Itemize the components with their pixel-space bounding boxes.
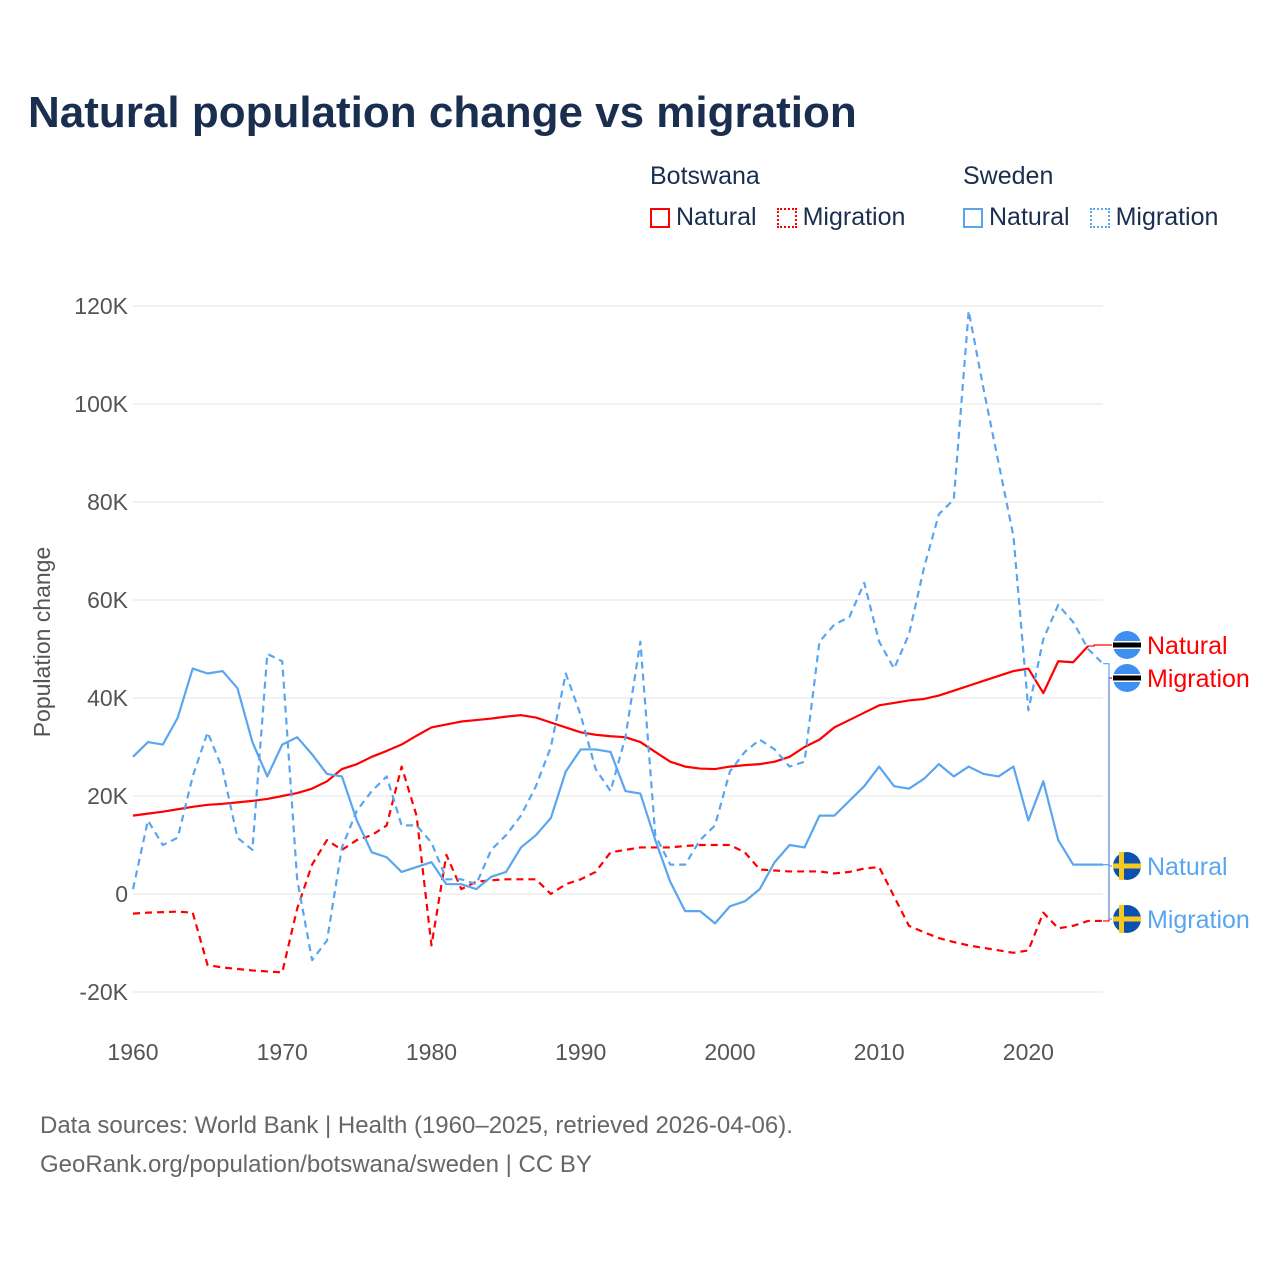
- label-connector: [1088, 644, 1112, 647]
- x-tick-label: 1970: [257, 1039, 308, 1065]
- y-tick-label: 20K: [87, 783, 129, 809]
- x-tick-label: 1980: [406, 1039, 457, 1065]
- x-tick-label: 2000: [704, 1039, 755, 1065]
- series-line-sweden-migration: [131, 309, 1104, 962]
- end-label: Natural: [1147, 632, 1228, 660]
- series-line-botswana-migration: [132, 765, 1103, 974]
- legend-group-sweden: Sweden Natural Migration: [963, 162, 1218, 232]
- y-axis-label: Population change: [29, 547, 55, 738]
- x-tick-label: 1990: [555, 1039, 606, 1065]
- x-tick-label: 2010: [854, 1039, 905, 1065]
- legend-item-sweden-migration[interactable]: Migration: [1089, 203, 1219, 232]
- legend-swatch: [776, 207, 797, 228]
- label-connector: [1103, 863, 1112, 867]
- legend-label: Natural: [989, 203, 1070, 231]
- legend-label: Migration: [802, 203, 906, 231]
- series-line-sweden-natural: [132, 667, 1103, 925]
- legend-item-botswana-migration[interactable]: Migration: [776, 203, 906, 232]
- legend-swatch: [1089, 207, 1110, 228]
- chart-title: Natural population change vs migration: [28, 88, 857, 137]
- footer: Data sources: World Bank | Health (1960–…: [40, 1106, 793, 1184]
- legend-group-title: Sweden: [963, 162, 1054, 190]
- label-connector: [1103, 663, 1112, 920]
- legend-swatch: [963, 207, 983, 228]
- legend-group-botswana: Botswana Natural Migration: [650, 162, 905, 232]
- y-tick-label: 100K: [74, 391, 128, 417]
- legend-item-sweden-natural[interactable]: Natural: [963, 203, 1070, 232]
- end-label: Migration: [1147, 906, 1250, 934]
- x-tick-label: 2020: [1003, 1039, 1054, 1065]
- y-tick-label: 120K: [74, 293, 128, 319]
- legend-item-botswana-natural[interactable]: Natural: [650, 203, 757, 232]
- end-label: Migration: [1147, 665, 1250, 693]
- x-tick-label: 1960: [107, 1039, 158, 1065]
- y-tick-label: 60K: [87, 587, 129, 613]
- flag-stripe: [1113, 675, 1141, 681]
- label-connector: [1103, 677, 1112, 922]
- flag-stripe: [1113, 642, 1141, 648]
- legend-group-title: Botswana: [650, 162, 760, 190]
- y-tick-label: 0: [115, 881, 128, 907]
- footer-credit: GeoRank.org/population/botswana/sweden |…: [40, 1151, 592, 1178]
- y-tick-label: -20K: [79, 979, 128, 1005]
- y-tick-label: 40K: [87, 685, 129, 711]
- legend-label: Natural: [676, 203, 757, 231]
- y-tick-label: 80K: [87, 489, 129, 515]
- flag-cross: [1113, 916, 1141, 922]
- flag-cross: [1113, 863, 1141, 869]
- legend-label: Migration: [1115, 203, 1219, 231]
- end-label: Natural: [1147, 853, 1228, 881]
- footer-sources: Data sources: World Bank | Health (1960–…: [40, 1112, 793, 1139]
- legend-swatch: [650, 207, 670, 228]
